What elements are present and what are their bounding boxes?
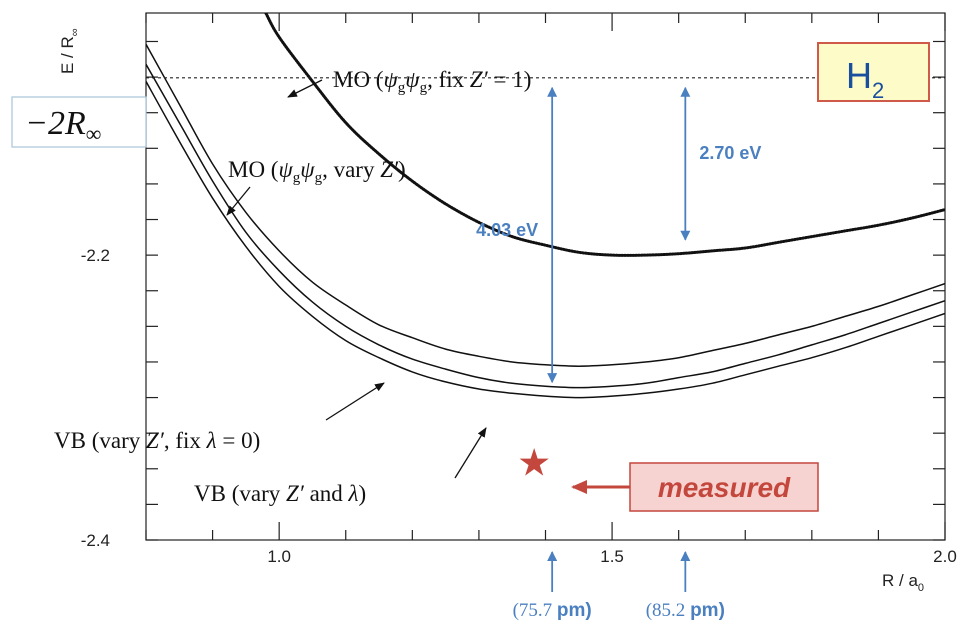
reference-label-box [11,96,147,148]
arrow-mo-vary [226,186,251,216]
series-line-1 [146,43,945,367]
bond-length-label-85.2: (85.2 pm) [646,600,725,621]
bond-length-label-75.7: (75.7 pm) [513,600,592,621]
tick-marks: 1.0 1.5 2.0 -2.2 -2.4 [81,13,957,566]
title-box [817,42,930,102]
arrow-vb-vary [454,427,487,479]
chart-title: H2 [846,55,884,103]
x-tick-label: 1.5 [600,547,624,566]
series-line-3 [146,81,945,399]
y-tick-label: -2.2 [81,246,110,265]
measured-label: measured [658,472,791,503]
y-tick-label: -2.4 [81,531,110,550]
x-tick-label: 2.0 [933,547,957,566]
energy-label-4.03: 4.03 eV [476,220,538,240]
curves-group [146,13,945,399]
reference-label: −2R∞ [25,105,101,146]
label-mo-vary: MO (ψgψg, vary Z′) [228,157,406,186]
measured-box [629,462,819,512]
x-axis-label: R / a0 [882,571,924,594]
arrow-vb-fix [325,382,385,421]
x-tick-label: 1.0 [267,547,291,566]
energy-label-2.70: 2.70 eV [699,143,761,163]
label-mo-fix: MO (ψgψg, fix Z′ = 1) [333,67,531,96]
measured-star: ★ [517,441,551,485]
y-axis-label: E / R∞ [58,28,81,74]
label-vb-fix: VB (vary Z′, fix λ = 0) [54,428,260,453]
series-line-2 [146,63,945,389]
label-vb-vary: VB (vary Z′ and λ) [194,481,366,506]
series-line-0 [264,13,945,257]
arrow-mo-fix [287,79,323,98]
chart-title-main: H [846,55,872,96]
chart-title-sub: 2 [872,78,884,103]
